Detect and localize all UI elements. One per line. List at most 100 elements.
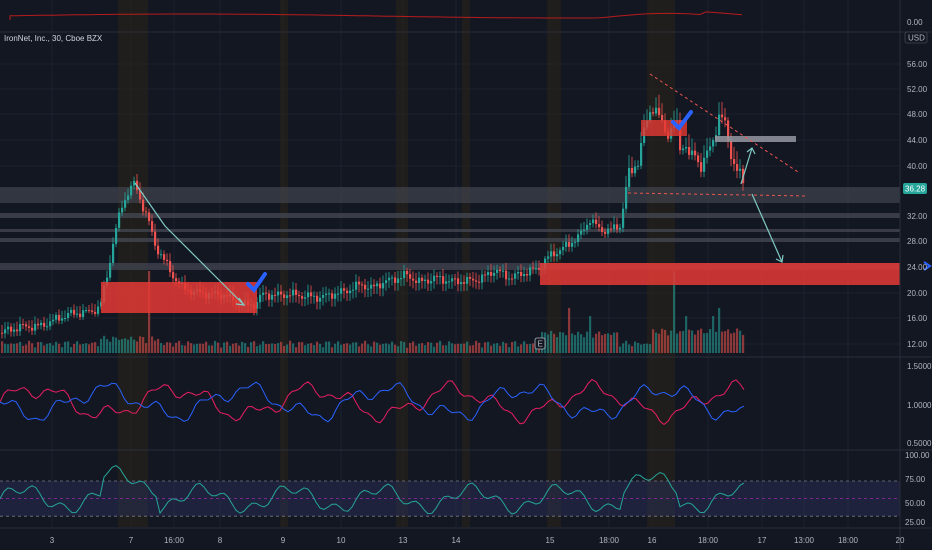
candle-body bbox=[25, 324, 28, 327]
candle-body bbox=[574, 241, 577, 243]
volume-bar bbox=[10, 343, 13, 353]
volume-bar bbox=[667, 335, 670, 353]
volume-bar bbox=[271, 343, 274, 353]
volume-bar bbox=[400, 341, 403, 353]
volume-bar bbox=[601, 335, 604, 353]
candle-body bbox=[580, 230, 583, 235]
candle-body bbox=[721, 114, 724, 118]
candle-body bbox=[361, 284, 364, 286]
indicator-2-tick-label: 50.00 bbox=[905, 499, 926, 508]
candle-body bbox=[91, 310, 94, 312]
candle-body bbox=[22, 324, 25, 326]
candle-body bbox=[322, 295, 325, 298]
volume-bar bbox=[94, 342, 97, 353]
volume-bar bbox=[229, 345, 232, 353]
candle-body bbox=[508, 278, 511, 280]
candle-body bbox=[442, 276, 445, 284]
volume-bar bbox=[307, 343, 310, 353]
volume-bar bbox=[676, 333, 679, 353]
candle-body bbox=[466, 276, 469, 284]
volume-bar bbox=[289, 340, 292, 353]
time-tick-label: 10 bbox=[337, 536, 346, 545]
candle-body bbox=[1, 332, 4, 334]
candle-body bbox=[700, 162, 703, 172]
candle-body bbox=[127, 195, 130, 201]
earnings-event-label: E bbox=[538, 340, 543, 349]
volume-bar bbox=[637, 342, 640, 353]
volume-bar bbox=[130, 336, 133, 353]
candle-body bbox=[256, 302, 259, 309]
volume-bar bbox=[607, 333, 610, 353]
volume-bar bbox=[310, 343, 313, 353]
candle-body bbox=[67, 312, 70, 318]
price-tick-label: 16.00 bbox=[907, 314, 928, 323]
candle-body bbox=[316, 295, 319, 302]
volume-bar bbox=[205, 341, 208, 353]
volume-bar bbox=[571, 333, 574, 353]
candle-body bbox=[70, 309, 73, 313]
candle-body bbox=[469, 276, 472, 279]
volume-bar bbox=[508, 347, 511, 353]
volume-bar bbox=[643, 343, 646, 353]
price-tick-label: 48.00 bbox=[907, 110, 928, 119]
volume-bar bbox=[691, 330, 694, 353]
volume-bar bbox=[739, 330, 742, 353]
candle-body bbox=[382, 283, 385, 289]
time-tick-label: 13:00 bbox=[794, 536, 815, 545]
volume-bar bbox=[496, 343, 499, 353]
candle-body bbox=[355, 281, 358, 290]
volume-bar bbox=[187, 341, 190, 353]
candle-body bbox=[538, 268, 541, 270]
volume-bar bbox=[298, 341, 301, 353]
volume-bar bbox=[313, 345, 316, 353]
indicator-2-line bbox=[0, 465, 745, 515]
volume-bar bbox=[379, 344, 382, 353]
volume-bar bbox=[364, 340, 367, 353]
volume-bar bbox=[193, 344, 196, 353]
candle-body bbox=[460, 282, 463, 285]
volume-bar bbox=[547, 334, 550, 353]
volume-bar bbox=[484, 342, 487, 353]
candle-body bbox=[28, 326, 31, 328]
volume-bar bbox=[475, 340, 478, 353]
currency-badge[interactable]: USD bbox=[904, 31, 928, 44]
volume-bar bbox=[505, 343, 508, 353]
candle-body bbox=[502, 270, 505, 272]
volume-bar bbox=[700, 328, 703, 353]
volume-bar bbox=[163, 344, 166, 353]
candle-body bbox=[712, 140, 715, 147]
volume-bar bbox=[346, 343, 349, 353]
volume-bar bbox=[454, 344, 457, 353]
indicator-1-pane bbox=[0, 378, 745, 426]
candle-body bbox=[289, 295, 292, 297]
volume-bar bbox=[679, 331, 682, 353]
candle-body bbox=[490, 272, 493, 276]
candle-body bbox=[397, 278, 400, 283]
candle-body bbox=[61, 318, 64, 321]
currency-label: USD bbox=[908, 34, 925, 43]
volume-bar bbox=[118, 339, 121, 353]
candle-body bbox=[76, 313, 79, 315]
volume-bar bbox=[253, 341, 256, 353]
time-tick-label: 8 bbox=[218, 536, 223, 545]
candle-body bbox=[37, 323, 40, 326]
volume-bar bbox=[703, 333, 706, 353]
candle-body bbox=[520, 272, 523, 277]
candle-body bbox=[367, 288, 370, 290]
candle-body bbox=[709, 146, 712, 151]
candle-body bbox=[283, 294, 286, 299]
volume-bar bbox=[139, 336, 142, 353]
volume-bar bbox=[532, 343, 535, 353]
volume-bar bbox=[277, 343, 280, 353]
volume-bar bbox=[244, 343, 247, 353]
volume-bar bbox=[7, 344, 10, 353]
earnings-event-marker[interactable]: E bbox=[534, 337, 546, 350]
candle-body bbox=[373, 284, 376, 287]
candle-body bbox=[142, 199, 145, 212]
projection-arrow bbox=[751, 193, 783, 263]
candle-body bbox=[610, 228, 613, 230]
candle-body bbox=[571, 242, 574, 247]
volume-bar bbox=[160, 343, 163, 353]
volume-bar bbox=[343, 343, 346, 353]
